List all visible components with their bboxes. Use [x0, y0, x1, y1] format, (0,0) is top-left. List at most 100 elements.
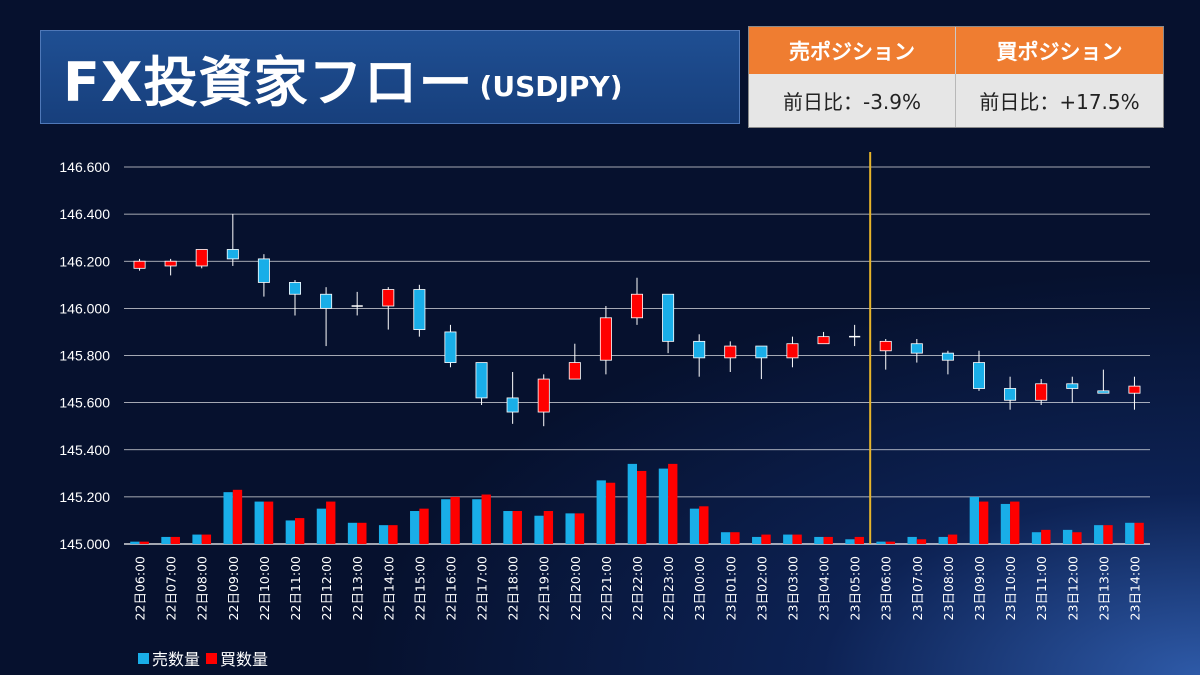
x-tick-label: 23日05:00: [848, 556, 863, 620]
buy-volume-bar: [139, 541, 149, 544]
sell-volume-bar: [752, 536, 762, 544]
x-tick-label: 23日07:00: [910, 556, 925, 620]
candle-up: [568, 362, 581, 380]
buy-volume-bar: [979, 501, 989, 544]
y-tick-label: 145.000: [59, 536, 110, 552]
sell-volume-bar: [627, 463, 637, 544]
sell-volume-bar: [1125, 522, 1135, 544]
y-tick-label: 145.200: [59, 489, 110, 505]
x-tick-label: 22日11:00: [288, 556, 303, 620]
x-tick-label: 23日03:00: [785, 556, 800, 620]
legend-buy: 買数量: [206, 646, 268, 670]
buy-volume-bar: [326, 501, 336, 544]
x-tick-label: 23日14:00: [1127, 556, 1142, 620]
sell-volume-bar: [876, 541, 886, 544]
buy-volume-bar: [263, 501, 274, 544]
sell-volume-bar: [161, 536, 171, 544]
buy-volume-bar: [637, 470, 647, 544]
x-tick-label: 22日22:00: [630, 556, 645, 620]
sell-volume-bar: [720, 532, 731, 544]
buy-volume-bar: [605, 482, 616, 544]
candle-up: [879, 340, 892, 352]
candle-up: [724, 345, 737, 359]
buy-volume-bar: [357, 522, 367, 544]
sell-volume-bar: [441, 499, 451, 544]
sell-volume-bar: [410, 511, 420, 544]
candle-up: [382, 289, 395, 307]
candle-down: [475, 362, 488, 399]
x-tick-label: 22日18:00: [506, 556, 521, 620]
buy-volume-bar: [1010, 501, 1020, 544]
candle-up: [817, 336, 830, 345]
sell-position-header: 売ポジション: [749, 27, 956, 74]
candle-up: [164, 260, 177, 267]
candle-up: [1128, 385, 1141, 394]
buy-volume-bar: [1072, 532, 1082, 544]
candle-down: [693, 340, 706, 359]
x-tick-label: 23日12:00: [1065, 556, 1080, 620]
x-tick-label: 22日14:00: [381, 556, 396, 620]
sell-volume-bar: [254, 501, 264, 544]
buy-volume-bar: [854, 536, 864, 544]
y-tick-label: 146.400: [59, 206, 110, 222]
x-tick-label: 23日02:00: [754, 556, 769, 620]
candle-down: [506, 397, 519, 413]
sell-volume-bar: [503, 511, 513, 544]
sell-volume-bar: [689, 508, 700, 544]
legend-buy-swatch: [206, 652, 218, 664]
sell-volume-bar: [938, 536, 948, 544]
sell-volume-bar: [378, 525, 389, 544]
sell-volume-bar: [658, 468, 669, 544]
x-tick-label: 23日13:00: [1096, 556, 1111, 620]
y-tick-label: 145.600: [59, 395, 110, 411]
buy-volume-bar: [792, 534, 802, 544]
position-summary-table: 売ポジション 買ポジション 前日比：-3.9% 前日比：+17.5%: [748, 26, 1164, 128]
y-tick-label: 146.200: [59, 253, 110, 269]
x-tick-label: 22日10:00: [257, 556, 272, 620]
candle-up: [1035, 383, 1048, 401]
sell-volume-bar: [845, 539, 855, 544]
candle-down: [413, 289, 426, 330]
buy-volume-bar: [947, 534, 958, 544]
sell-volume-bar: [192, 534, 202, 544]
legend-sell-label: 売数量: [152, 650, 201, 669]
candle-down: [662, 293, 675, 342]
sell-volume-bar: [1031, 532, 1042, 544]
sell-volume-bar: [347, 522, 358, 544]
legend-buy-label: 買数量: [220, 650, 269, 669]
sell-volume-bar: [1000, 503, 1011, 544]
x-tick-label: 22日09:00: [226, 556, 241, 620]
y-tick-label: 145.800: [59, 348, 110, 364]
x-tick-label: 23日06:00: [879, 556, 894, 620]
buy-volume-bar: [668, 463, 678, 544]
buy-volume-bar: [201, 534, 212, 544]
candle-down: [320, 293, 333, 309]
chart-legend: 売数量 買数量: [138, 646, 274, 670]
y-tick-label: 146.600: [59, 159, 110, 175]
x-tick-label: 23日04:00: [817, 556, 832, 620]
x-tick-label: 23日09:00: [972, 556, 987, 620]
candle-down: [257, 258, 270, 283]
x-tick-label: 22日12:00: [319, 556, 334, 620]
x-tick-label: 22日23:00: [661, 556, 676, 620]
buy-volume-bar: [916, 539, 927, 544]
buy-volume-bar: [232, 489, 243, 544]
candle-down: [973, 362, 985, 389]
candle-up: [133, 260, 146, 269]
y-tick-label: 146.000: [59, 300, 110, 316]
buy-volume-bar: [543, 511, 554, 544]
candle-up: [786, 343, 799, 359]
buy-volume-bar: [1103, 525, 1113, 544]
x-tick-label: 22日19:00: [537, 556, 552, 620]
sell-volume-bar: [472, 499, 482, 544]
x-tick-label: 22日17:00: [475, 556, 490, 620]
sell-volume-bar: [596, 480, 606, 544]
buy-volume-bar: [761, 534, 771, 544]
buy-volume-bar: [885, 541, 896, 544]
candle-down: [755, 345, 768, 359]
buy-position-header: 買ポジション: [956, 27, 1163, 74]
x-tick-label: 22日16:00: [443, 556, 458, 620]
sell-volume-bar: [130, 541, 140, 544]
legend-sell: 売数量: [138, 646, 200, 670]
title-banner: FX投資家フロー (USDJPY): [40, 30, 740, 124]
